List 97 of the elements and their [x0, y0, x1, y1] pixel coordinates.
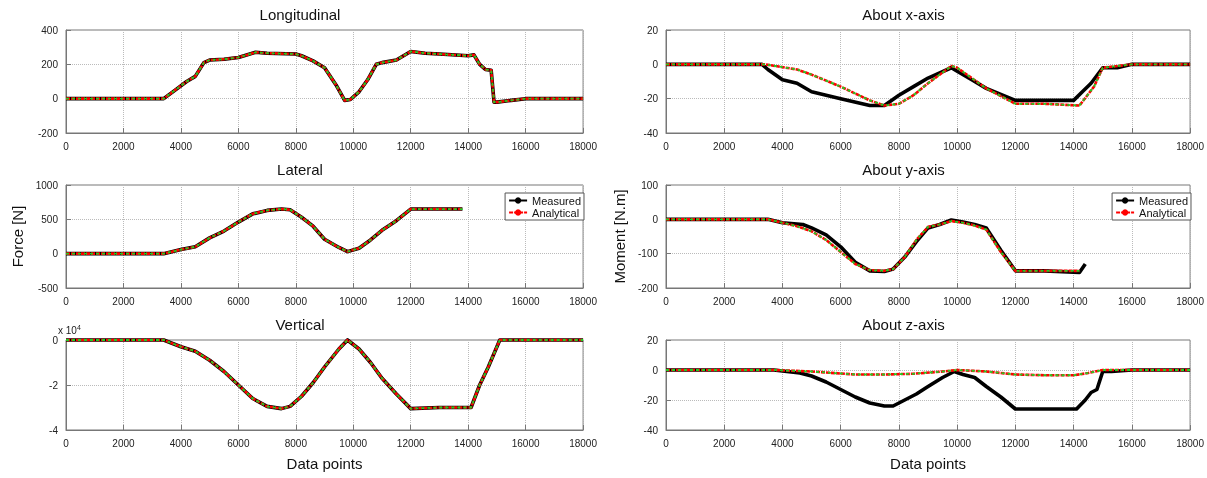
- x-tick-label: 10000: [943, 437, 972, 449]
- x-tick-label: 2000: [713, 140, 736, 152]
- x-tick-label: 12000: [396, 295, 426, 307]
- x-tick-label: 0: [663, 295, 670, 307]
- x-tick-label: 12000: [1001, 140, 1030, 152]
- x-tick-label: 2000: [112, 140, 136, 152]
- x-tick-label: 16000: [511, 437, 540, 449]
- x-tick-label: 6000: [227, 140, 250, 152]
- chart-title: Longitudinal: [259, 6, 341, 23]
- y-tick-label: 0: [652, 58, 659, 70]
- x-tick-label: 0: [63, 437, 70, 449]
- y-tick-label: -100: [637, 248, 659, 260]
- x-axis-title: Data points: [286, 455, 363, 472]
- x-tick-label: 6000: [829, 140, 853, 152]
- legend-label: Measured: [532, 194, 582, 207]
- y-axis-title: Moment [N.m]: [611, 189, 629, 284]
- x-tick-label: 18000: [1176, 140, 1205, 152]
- x-tick-label: 4000: [771, 140, 795, 152]
- y-tick-label: -2: [49, 379, 59, 391]
- x-tick-label: 0: [63, 140, 70, 152]
- x-tick-label: 2000: [112, 295, 136, 307]
- x-tick-label: 16000: [1117, 295, 1147, 307]
- y-tick-label: -20: [643, 394, 659, 406]
- chart-title: About x-axis: [862, 6, 945, 23]
- y-tick-label: 500: [41, 213, 59, 225]
- x-tick-label: 12000: [396, 437, 426, 449]
- y-tick-label: 0: [52, 93, 59, 105]
- y-tick-label: 200: [41, 58, 59, 70]
- x-tick-label: 2000: [713, 437, 736, 449]
- y-tick-label: 0: [52, 248, 59, 260]
- x-tick-label: 0: [63, 295, 70, 307]
- x-tick-label: 18000: [1176, 295, 1205, 307]
- y-tick-label: -200: [637, 282, 659, 294]
- x-tick-label: 18000: [1176, 437, 1205, 449]
- y-tick-label: 0: [652, 364, 659, 376]
- x-tick-label: 4000: [771, 295, 795, 307]
- x-tick-label: 12000: [396, 140, 426, 152]
- x-tick-label: 12000: [1001, 295, 1030, 307]
- x-tick-label: 8000: [887, 140, 911, 152]
- x-tick-label: 8000: [887, 295, 911, 307]
- x-tick-label: 2000: [112, 437, 136, 449]
- x-tick-label: 16000: [511, 140, 540, 152]
- x-tick-label: 6000: [227, 437, 250, 449]
- x-tick-label: 10000: [943, 140, 972, 152]
- x-tick-label: 18000: [569, 140, 598, 152]
- x-tick-label: 4000: [169, 437, 193, 449]
- x-tick-label: 4000: [771, 437, 795, 449]
- x-tick-label: 8000: [887, 437, 911, 449]
- x-tick-label: 0: [663, 437, 670, 449]
- x-tick-label: 18000: [569, 437, 598, 449]
- y-tick-label: 1000: [35, 179, 59, 191]
- x-tick-label: 14000: [454, 295, 483, 307]
- x-tick-label: 6000: [829, 295, 853, 307]
- x-tick-label: 14000: [454, 140, 483, 152]
- y-tick-label: -40: [643, 424, 659, 436]
- y-tick-label: -200: [37, 127, 59, 139]
- y-tick-label: -40: [643, 127, 659, 139]
- x-tick-label: 14000: [454, 437, 483, 449]
- chart-title: Lateral: [277, 161, 323, 178]
- x-tick-label: 16000: [1117, 140, 1147, 152]
- x-tick-label: 4000: [169, 140, 193, 152]
- x-tick-label: 0: [663, 140, 670, 152]
- legend-label: Analytical: [1139, 206, 1187, 219]
- x-tick-label: 8000: [284, 140, 308, 152]
- x-tick-label: 8000: [284, 295, 308, 307]
- x-tick-label: 16000: [1117, 437, 1147, 449]
- x-tick-label: 4000: [169, 295, 193, 307]
- x-tick-label: 18000: [569, 295, 598, 307]
- x-tick-label: 10000: [339, 140, 368, 152]
- chart-title: About y-axis: [862, 161, 945, 178]
- y-tick-label: 0: [652, 213, 659, 225]
- legend-label: Measured: [1139, 194, 1189, 207]
- x-tick-label: 16000: [511, 295, 540, 307]
- x-tick-label: 14000: [1059, 295, 1088, 307]
- x-tick-label: 10000: [339, 295, 368, 307]
- y-tick-label: 0: [52, 334, 59, 346]
- x-tick-label: 6000: [829, 437, 853, 449]
- y-axis-title: Force [N]: [8, 205, 26, 268]
- x-tick-label: 14000: [1059, 437, 1088, 449]
- y-tick-label: 20: [646, 334, 659, 346]
- chart-title: About z-axis: [862, 316, 945, 333]
- y-tick-label: -20: [643, 93, 659, 105]
- y-tick-label: 400: [41, 24, 59, 36]
- x-tick-label: 2000: [713, 295, 736, 307]
- chart-title: Vertical: [275, 316, 325, 333]
- x-tick-label: 10000: [339, 437, 368, 449]
- y-tick-label: -500: [37, 282, 59, 294]
- y-tick-label: 100: [641, 179, 659, 191]
- y-tick-label: -4: [49, 424, 59, 436]
- x-axis-title: Data points: [890, 455, 966, 472]
- x-tick-label: 8000: [284, 437, 308, 449]
- x-tick-label: 14000: [1059, 140, 1088, 152]
- x-tick-label: 6000: [227, 295, 250, 307]
- legend-label: Analytical: [532, 206, 580, 219]
- y-tick-label: 20: [646, 24, 659, 36]
- x-tick-label: 12000: [1001, 437, 1030, 449]
- x-tick-label: 10000: [943, 295, 972, 307]
